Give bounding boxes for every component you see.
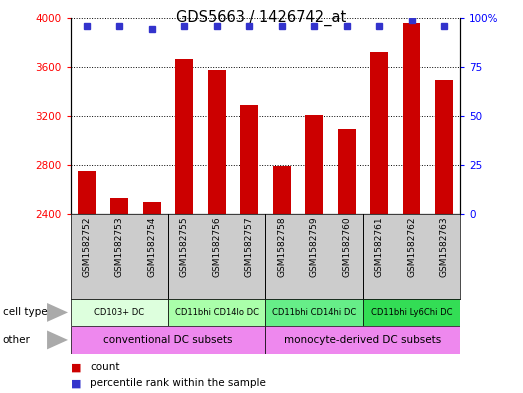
- Bar: [71, 326, 266, 354]
- Text: GSM1582763: GSM1582763: [439, 217, 449, 277]
- Bar: [338, 129, 356, 393]
- Bar: [435, 80, 453, 393]
- Text: GSM1582752: GSM1582752: [82, 217, 92, 277]
- Text: percentile rank within the sample: percentile rank within the sample: [90, 378, 266, 388]
- Polygon shape: [47, 303, 68, 322]
- Text: count: count: [90, 362, 120, 373]
- Text: CD103+ DC: CD103+ DC: [94, 308, 144, 317]
- Text: GSM1582757: GSM1582757: [245, 217, 254, 277]
- Bar: [168, 299, 266, 326]
- Bar: [363, 299, 460, 326]
- Bar: [305, 115, 323, 393]
- Text: GSM1582755: GSM1582755: [180, 217, 189, 277]
- Text: GSM1582761: GSM1582761: [374, 217, 383, 277]
- Bar: [175, 59, 193, 393]
- Text: GSM1582762: GSM1582762: [407, 217, 416, 277]
- Bar: [266, 326, 460, 354]
- Text: GSM1582760: GSM1582760: [342, 217, 351, 277]
- Text: CD11bhi CD14lo DC: CD11bhi CD14lo DC: [175, 308, 259, 317]
- Text: GSM1582754: GSM1582754: [147, 217, 156, 277]
- Text: GSM1582753: GSM1582753: [115, 217, 124, 277]
- Bar: [370, 52, 388, 393]
- Bar: [208, 70, 225, 393]
- Text: ■: ■: [71, 378, 81, 388]
- Text: conventional DC subsets: conventional DC subsets: [103, 335, 233, 345]
- Bar: [403, 22, 420, 393]
- Text: GDS5663 / 1426742_at: GDS5663 / 1426742_at: [176, 10, 347, 26]
- Text: GSM1582759: GSM1582759: [310, 217, 319, 277]
- Bar: [78, 171, 96, 393]
- Bar: [71, 299, 168, 326]
- Bar: [143, 202, 161, 393]
- Text: other: other: [3, 335, 30, 345]
- Text: ■: ■: [71, 362, 81, 373]
- Text: GSM1582758: GSM1582758: [277, 217, 286, 277]
- Bar: [272, 166, 291, 393]
- Text: monocyte-derived DC subsets: monocyte-derived DC subsets: [284, 335, 441, 345]
- Text: CD11bhi CD14hi DC: CD11bhi CD14hi DC: [272, 308, 356, 317]
- Text: GSM1582756: GSM1582756: [212, 217, 221, 277]
- Polygon shape: [47, 331, 68, 349]
- Bar: [110, 198, 128, 393]
- Bar: [240, 105, 258, 393]
- Text: cell type: cell type: [3, 307, 47, 318]
- Bar: [266, 299, 363, 326]
- Text: CD11bhi Ly6Chi DC: CD11bhi Ly6Chi DC: [371, 308, 452, 317]
